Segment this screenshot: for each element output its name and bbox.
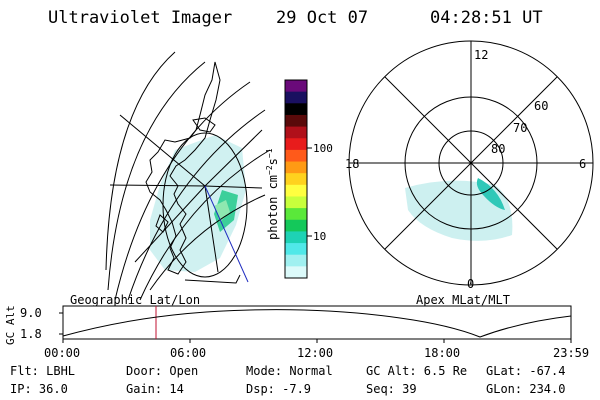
mlat-label-60: 60 [534, 99, 548, 113]
filter-readout: Flt: LBHL [10, 364, 76, 378]
colorbar-cell [285, 266, 307, 279]
gain-readout: Gain: 14 [126, 382, 184, 396]
geographic-map [105, 51, 271, 301]
mlt-label-12: 12 [474, 48, 488, 62]
colorbar-cell [285, 243, 307, 256]
colorbar-cell [285, 208, 307, 221]
colorbar-cell [285, 80, 307, 93]
apex-label: Apex MLat/MLT [416, 293, 510, 307]
colorbar-cell [285, 103, 307, 116]
aurora-patch-right [405, 180, 513, 241]
door-readout: Door: Open [126, 364, 199, 378]
mlt-label-0: 0 [467, 277, 474, 291]
timeline-xtick-1800: 18:00 [424, 346, 460, 360]
altitude-curve [62, 309, 572, 338]
coastline [145, 61, 221, 275]
timeline-xtick-1200: 12:00 [297, 346, 333, 360]
colorbar: 100 10 photon cm−2s−1 [265, 79, 333, 279]
colorbar-cell [285, 126, 307, 139]
mode-readout: Mode: Normal [246, 364, 333, 378]
orbit-timeline: 9.0 1.8 GC Alt 00:00 06:00 12:00 18:00 2… [4, 305, 589, 360]
colorbar-cell [285, 161, 307, 174]
mlat-label-80: 80 [491, 142, 505, 156]
polar-mlt-plot: 12 18 6 0 60 70 80 [345, 40, 594, 291]
dsp-readout: Dsp: -7.9 [246, 382, 312, 396]
colorbar-unit-label: photon cm−2s−1 [265, 148, 280, 240]
timeline-xtick-0000: 00:00 [44, 346, 80, 360]
colorbar-cell [285, 231, 307, 244]
colorbar-cell [285, 173, 307, 186]
mlt-label-18: 18 [345, 157, 359, 171]
glat-readout: GLat: -67.4 [486, 364, 566, 378]
colorbar-cell [285, 254, 307, 267]
gc-alt-readout: GC Alt: 6.5 Re [366, 364, 468, 378]
seq-readout: Seq: 39 [366, 382, 417, 396]
geographic-label: Geographic Lat/Lon [70, 293, 201, 307]
colorbar-tick-100: 100 [313, 142, 333, 155]
ip-readout: IP: 36.0 [10, 382, 68, 396]
colorbar-cell [285, 114, 307, 128]
colorbar-cell [285, 91, 307, 104]
colorbar-cell [285, 184, 307, 197]
glon-readout: GLon: 234.0 [486, 382, 566, 396]
mlat-label-70: 70 [513, 121, 527, 135]
colorbar-cell [285, 196, 307, 209]
timeline-ytick-1-8: 1.8 [20, 327, 42, 341]
colorbar-cell [285, 138, 307, 151]
timeline-xtick-0600: 06:00 [170, 346, 206, 360]
instrument-title: Ultraviolet Imager [48, 8, 233, 28]
colorbar-cell [285, 219, 307, 232]
timeline-xtick-2359: 23:59 [553, 346, 589, 360]
aurora-bright-right [476, 178, 505, 210]
colorbar-cell [285, 149, 307, 163]
time-label: 04:28:51 UT [430, 8, 543, 28]
timeline-ylabel: GC Alt [4, 305, 17, 345]
mlt-label-6: 6 [579, 157, 586, 171]
colorbar-tick-10: 10 [313, 230, 326, 243]
date-label: 29 Oct 07 [276, 8, 369, 28]
timeline-ytick-9: 9.0 [20, 306, 42, 320]
